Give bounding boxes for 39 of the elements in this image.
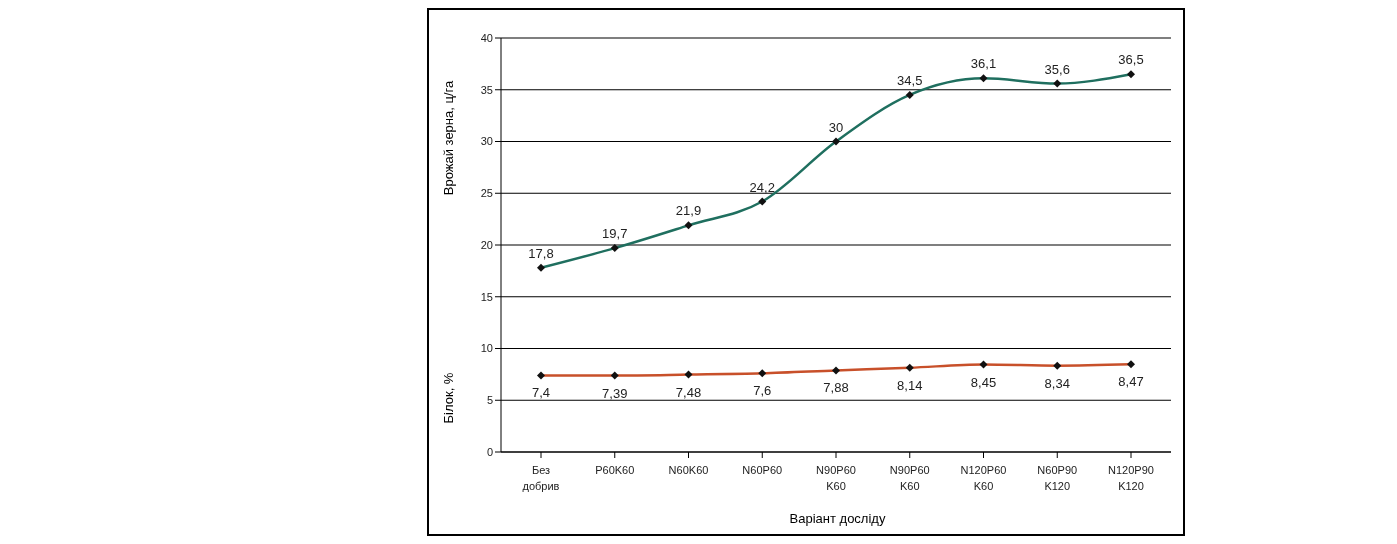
x-tick-label: N60P90 K120 bbox=[1037, 464, 1078, 492]
data-label: 8,47 bbox=[1118, 374, 1144, 390]
x-tick-label: Без добрив bbox=[522, 464, 560, 492]
data-label: 7,39 bbox=[602, 385, 628, 401]
y-tick-label: 30 bbox=[480, 135, 493, 148]
x-tick-label: N90P60 K60 bbox=[816, 464, 856, 492]
y-tick-label: 5 bbox=[486, 394, 493, 407]
y2-axis-title: Білок, % bbox=[440, 372, 456, 424]
data-label: 36,5 bbox=[1118, 52, 1144, 68]
y-tick-label: 25 bbox=[480, 187, 493, 200]
y-tick-label: 10 bbox=[480, 342, 493, 355]
data-label: 8,14 bbox=[897, 377, 923, 393]
data-label: 35,6 bbox=[1044, 61, 1070, 77]
data-label: 24,2 bbox=[749, 179, 775, 195]
data-label: 36,1 bbox=[970, 56, 997, 72]
data-label: 19,7 bbox=[602, 226, 628, 242]
data-label: 7,4 bbox=[531, 385, 551, 401]
y-tick-label: 20 bbox=[480, 238, 493, 251]
y-axis-title: Врожай зерна, ц/га bbox=[440, 80, 456, 196]
data-label: 8,45 bbox=[970, 374, 997, 390]
y-tick-label: 0 bbox=[486, 445, 493, 458]
data-label: 7,88 bbox=[823, 380, 849, 396]
data-label: 34,5 bbox=[897, 72, 923, 88]
x-tick-label: N60K60 bbox=[668, 464, 709, 476]
data-label: 7,6 bbox=[753, 383, 772, 399]
data-label: 21,9 bbox=[675, 203, 702, 219]
data-label: 30 bbox=[828, 119, 844, 135]
x-axis-title: Варіант досліду bbox=[788, 511, 887, 526]
x-tick-label: N120P60 K60 bbox=[960, 464, 1007, 492]
y-tick-label: 35 bbox=[480, 83, 493, 96]
data-label: 8,34 bbox=[1044, 375, 1070, 391]
data-label: 17,8 bbox=[528, 245, 554, 261]
x-tick-label: N120P90 K120 bbox=[1108, 464, 1154, 492]
x-tick-label: N60P60 bbox=[742, 464, 783, 476]
x-tick-label: N90P60 K60 bbox=[889, 464, 930, 492]
data-label: 7,48 bbox=[675, 384, 702, 400]
y-tick-label: 40 bbox=[480, 31, 493, 44]
y-tick-label: 15 bbox=[480, 290, 493, 303]
x-tick-label: P60K60 bbox=[595, 464, 635, 476]
